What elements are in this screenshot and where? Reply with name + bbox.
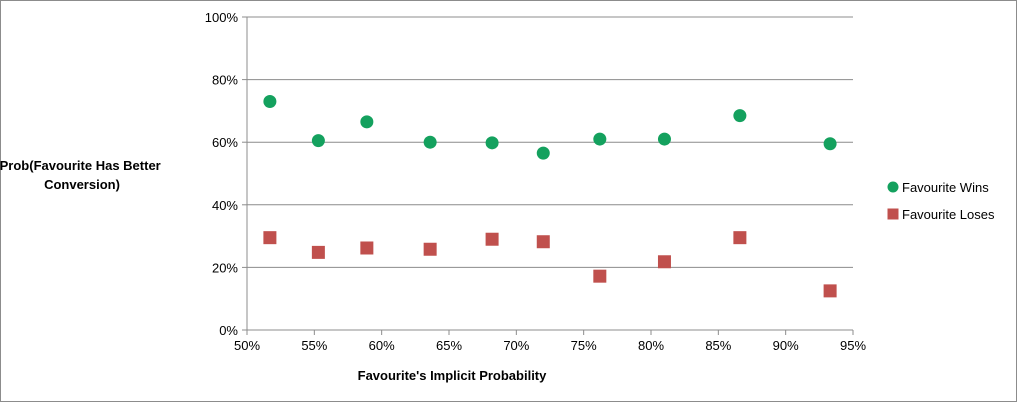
point-favourite-wins [311, 134, 325, 148]
point-favourite-loses [360, 241, 374, 255]
x-tick-labels: 50% 55% 60% 65% 70% 75% 80% 85% 90% 95% [234, 338, 866, 353]
point-favourite-loses [823, 284, 837, 298]
y-axis-title-line-2: Conversion) [44, 177, 120, 192]
x-axis-title: Favourite's Implicit Probability [358, 368, 548, 383]
gridlines [247, 16, 853, 268]
y-tick-label: 100% [205, 10, 239, 25]
y-tick-labels: 0% 20% 40% 60% 80% 100% [205, 10, 239, 338]
point-favourite-loses [485, 232, 499, 246]
point-favourite-wins [485, 136, 499, 150]
x-tick-label: 95% [840, 338, 866, 353]
y-tick-label: 20% [212, 260, 238, 275]
x-tick-label: 85% [705, 338, 731, 353]
y-tick-label: 40% [212, 198, 238, 213]
legend: Favourite Wins Favourite Loses [887, 180, 995, 222]
legend-label: Favourite Wins [902, 180, 989, 195]
x-tick-label: 90% [773, 338, 799, 353]
legend-label: Favourite Loses [902, 207, 995, 222]
point-favourite-wins [593, 132, 607, 146]
x-tick-label: 50% [234, 338, 260, 353]
legend-marker-favourite-loses [887, 208, 899, 220]
point-favourite-wins [536, 146, 550, 160]
y-tick-label: 0% [219, 323, 238, 338]
x-tick-label: 80% [638, 338, 664, 353]
point-favourite-wins [423, 135, 437, 149]
x-tick-label: 65% [436, 338, 462, 353]
x-tick-label: 55% [301, 338, 327, 353]
point-favourite-wins [263, 95, 277, 109]
point-favourite-wins [360, 115, 374, 129]
legend-marker-favourite-wins [887, 181, 899, 193]
data-points [263, 95, 837, 298]
point-favourite-wins [823, 137, 837, 151]
point-favourite-loses [311, 245, 325, 259]
point-favourite-loses [657, 255, 671, 269]
y-tick-label: 80% [212, 73, 238, 88]
x-tick-label: 75% [571, 338, 597, 353]
point-favourite-loses [423, 242, 437, 256]
y-axis-title-line-1: Prob(Favourite Has Better [0, 158, 161, 173]
point-favourite-wins [657, 132, 671, 146]
x-tick-label: 70% [503, 338, 529, 353]
y-axis-title: Prob(Favourite Has Better Conversion) [0, 158, 164, 192]
point-favourite-wins [733, 109, 747, 123]
point-favourite-loses [536, 235, 550, 249]
y-tick-label: 60% [212, 135, 238, 150]
point-favourite-loses [593, 269, 607, 283]
point-favourite-loses [263, 231, 277, 245]
point-favourite-loses [733, 231, 747, 245]
axes [242, 16, 854, 335]
x-tick-label: 60% [369, 338, 395, 353]
